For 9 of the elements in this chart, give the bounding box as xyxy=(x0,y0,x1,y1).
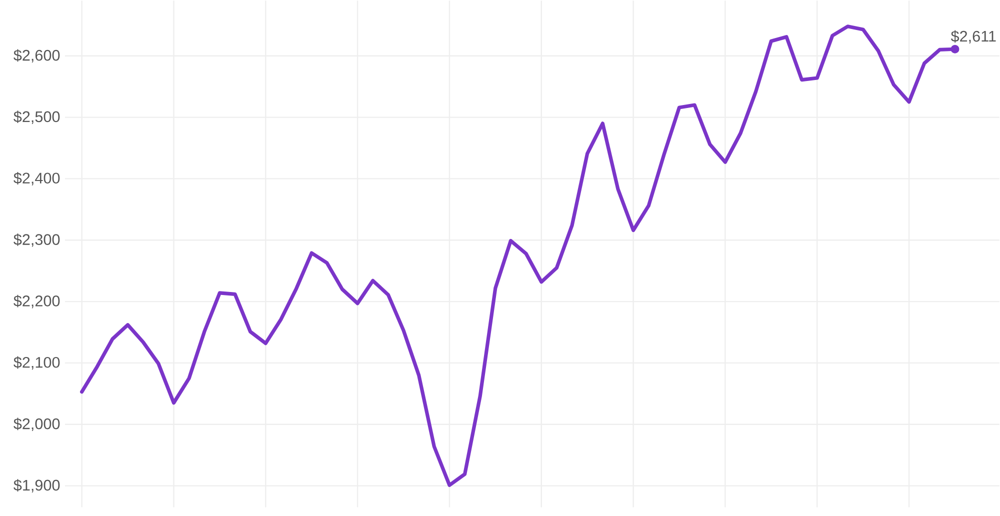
y-tick-label: $2,400 xyxy=(14,172,60,186)
y-tick-label: $2,300 xyxy=(14,233,60,247)
y-tick-label: $1,900 xyxy=(14,478,60,492)
y-tick-label: $2,500 xyxy=(14,110,60,124)
y-tick-label: $2,600 xyxy=(14,49,60,62)
data-label: $2,611 xyxy=(950,30,996,44)
y-tick-label: $2,200 xyxy=(14,294,60,308)
y-tick-label: $2,000 xyxy=(14,418,60,431)
y-tick-label: $2,100 xyxy=(14,356,60,370)
